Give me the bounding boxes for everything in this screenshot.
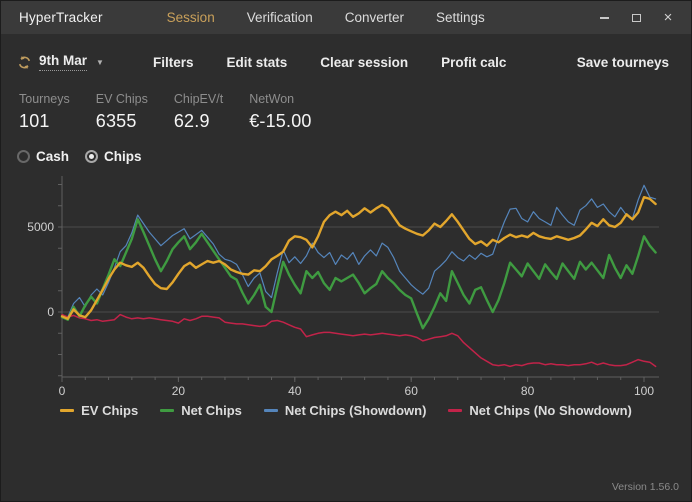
legend-dash-icon xyxy=(60,409,75,412)
legend-label: Net Chips (No Showdown) xyxy=(469,403,632,418)
window-controls: × xyxy=(591,6,681,30)
stat-netwon: NetWon €-15.00 xyxy=(249,92,311,132)
legend-label: Net Chips xyxy=(181,403,242,418)
minimize-icon xyxy=(599,16,609,19)
svg-text:20: 20 xyxy=(172,384,186,398)
svg-text:80: 80 xyxy=(521,384,535,398)
svg-text:60: 60 xyxy=(405,384,419,398)
toolbar: 9th Mar ▼ Filters Edit stats Clear sessi… xyxy=(1,53,691,71)
legend-ev-chips: EV Chips xyxy=(60,403,138,418)
radio-cash[interactable]: Cash xyxy=(17,149,69,164)
legend-dash-icon xyxy=(160,409,175,412)
stat-value: 101 xyxy=(19,111,50,131)
maximize-icon xyxy=(631,13,641,22)
stat-tourneys: Tourneys 101 xyxy=(19,92,70,132)
stats-row: Tourneys 101 EV Chips 6355 ChipEV/t 62.9… xyxy=(1,92,691,132)
stat-label: ChipEV/t xyxy=(173,92,224,106)
date-selector[interactable]: 9th Mar ▼ xyxy=(17,53,153,71)
radio-cash-label: Cash xyxy=(36,149,70,164)
session-date[interactable]: 9th Mar xyxy=(39,53,88,71)
legend-label: EV Chips xyxy=(81,403,139,418)
stat-value: 6355 xyxy=(95,111,137,131)
tab-session[interactable]: Session xyxy=(166,10,215,25)
legend-label: Net Chips (Showdown) xyxy=(284,403,427,418)
svg-text:5000: 5000 xyxy=(27,220,54,234)
clear-session-button[interactable]: Clear session xyxy=(320,54,409,70)
refresh-icon[interactable] xyxy=(17,55,32,70)
svg-text:100: 100 xyxy=(634,384,654,398)
chevron-down-icon: ▼ xyxy=(96,57,104,67)
version-label: Version 1.56.0 xyxy=(611,481,679,493)
radio-chips-label: Chips xyxy=(104,149,142,164)
title-bar: HyperTracker Session Verification Conver… xyxy=(1,1,691,34)
chart-legend: EV Chips Net Chips Net Chips (Showdown) … xyxy=(1,403,691,418)
legend-net-chips-no-showdown: Net Chips (No Showdown) xyxy=(448,403,632,418)
stat-ev-chips: EV Chips 6355 xyxy=(96,92,148,132)
close-button[interactable]: × xyxy=(655,6,681,30)
filters-button[interactable]: Filters xyxy=(153,54,194,70)
chart-canvas: 0 5000 0 20 40 60 80 100 xyxy=(27,176,659,398)
stat-label: Tourneys xyxy=(19,92,70,106)
radio-chips-icon xyxy=(85,150,99,163)
stat-label: NetWon xyxy=(249,92,295,106)
save-tourneys-button[interactable]: Save tourneys xyxy=(576,54,669,70)
main-nav: Session Verification Converter Settings xyxy=(167,10,485,25)
svg-text:0: 0 xyxy=(59,384,66,398)
edit-stats-button[interactable]: Edit stats xyxy=(226,54,288,70)
stat-label: EV Chips xyxy=(95,92,148,106)
display-mode-toggle: Cash Chips xyxy=(1,149,691,164)
legend-net-chips: Net Chips xyxy=(160,403,242,418)
stat-value: 62.9 xyxy=(173,111,210,131)
radio-cash-icon xyxy=(17,150,30,163)
tab-settings[interactable]: Settings xyxy=(436,10,485,25)
profit-calc-button[interactable]: Profit calc xyxy=(441,54,507,70)
minimize-button[interactable] xyxy=(591,6,617,30)
app-title: HyperTracker xyxy=(19,10,103,25)
tab-verification[interactable]: Verification xyxy=(246,10,313,25)
legend-net-chips-showdown: Net Chips (Showdown) xyxy=(263,403,427,418)
stat-value: €-15.00 xyxy=(249,111,312,131)
tab-converter[interactable]: Converter xyxy=(344,10,405,25)
stat-chipev-t: ChipEV/t 62.9 xyxy=(174,92,223,132)
svg-text:0: 0 xyxy=(47,305,54,319)
maximize-button[interactable] xyxy=(623,6,649,30)
svg-text:40: 40 xyxy=(288,384,302,398)
radio-chips[interactable]: Chips xyxy=(85,149,142,164)
close-icon: × xyxy=(663,9,673,26)
session-chart: 0 5000 0 20 40 60 80 100 xyxy=(1,168,691,400)
toolbar-buttons: Filters Edit stats Clear session Profit … xyxy=(153,55,506,70)
legend-dash-icon xyxy=(263,409,278,412)
legend-dash-icon xyxy=(448,409,463,412)
